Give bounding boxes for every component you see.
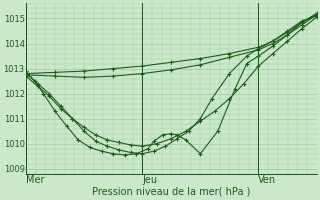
X-axis label: Pression niveau de la mer( hPa ): Pression niveau de la mer( hPa ) [92,187,251,197]
